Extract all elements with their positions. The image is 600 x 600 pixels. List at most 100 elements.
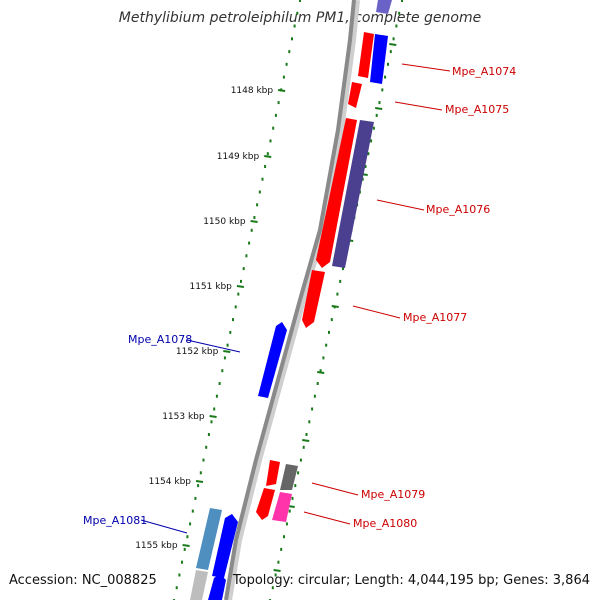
gene-label[interactable]: Mpe_A1080 <box>353 517 417 530</box>
outer-scale-tick <box>273 569 281 572</box>
ruler-dot <box>330 318 333 322</box>
scale-tick <box>236 285 245 288</box>
ruler-dot <box>280 547 283 551</box>
ruler-dot <box>226 343 229 347</box>
gene-label[interactable]: Mpe_A1076 <box>426 203 490 216</box>
gene-arrow-mpe-a1081[interactable] <box>212 514 238 578</box>
gene-label[interactable]: Mpe_A1077 <box>403 311 467 324</box>
ruler-dot <box>215 394 218 398</box>
scale-label: 1153 kbp <box>162 412 205 422</box>
scale-tick <box>277 89 286 92</box>
ruler-dot <box>328 330 330 334</box>
gene-label[interactable]: Mpe_A1078 <box>128 333 192 346</box>
scale-label: 1149 kbp <box>217 152 260 162</box>
cog-track-a1074-top <box>376 0 392 14</box>
ruler-dot <box>325 343 328 347</box>
ruler-dot <box>213 407 216 411</box>
ruler-dot <box>319 369 322 373</box>
outer-scale-tick <box>375 107 383 110</box>
gene-arrow-mpe-a1077[interactable] <box>302 270 325 328</box>
ruler-dot <box>181 560 183 564</box>
ruler-dot <box>308 420 311 424</box>
ruler-dot <box>299 0 301 2</box>
ruler-dot <box>264 165 267 168</box>
accession-text: Accession: NC_008825 <box>9 573 157 588</box>
ruler-dot <box>291 37 293 41</box>
ruler-dot <box>311 407 314 411</box>
gene-label[interactable]: Mpe_A1081 <box>83 514 147 527</box>
ruler-dot <box>370 139 373 143</box>
ruler-dot <box>271 586 274 590</box>
scale-tick <box>182 544 190 547</box>
gene-arrow-mpe-a1075[interactable] <box>348 82 362 108</box>
ruler-dot <box>375 113 378 117</box>
ruler-dot <box>296 11 299 15</box>
ruler-dot <box>245 254 248 258</box>
ruler-dot <box>387 62 389 66</box>
gene-label[interactable]: Mpe_A1075 <box>445 103 509 116</box>
ruler-dot <box>229 330 232 334</box>
ruler-dot <box>381 88 384 92</box>
ruler-dot <box>313 394 316 398</box>
backbone-line <box>224 0 356 600</box>
ruler-dot <box>183 547 186 551</box>
ruler-dot <box>178 573 181 577</box>
major-tick-marks <box>182 43 397 572</box>
ruler-dot <box>191 509 194 513</box>
ruler-dot <box>285 62 288 66</box>
gene-arrow-mpe-a1074[interactable] <box>358 32 374 78</box>
ruler-dot <box>339 279 342 283</box>
gene-label[interactable]: Mpe_A1079 <box>361 488 425 501</box>
ruler-dot <box>266 152 269 156</box>
ruler-dot <box>261 177 264 181</box>
ruler-dot <box>398 11 401 15</box>
ruler-dot <box>297 471 300 475</box>
ruler-dot <box>305 433 308 436</box>
ruler-dot <box>342 267 344 271</box>
ruler-dot <box>210 420 213 424</box>
gene-label[interactable]: Mpe_A1074 <box>452 65 516 78</box>
scale-label: 1151 kbp <box>189 282 232 292</box>
cog-track-a1080 <box>272 492 292 522</box>
cog-track-a1076 <box>332 120 374 268</box>
outer-scale-tick <box>389 43 397 46</box>
ruler-dot <box>372 126 375 130</box>
ruler-dot <box>189 522 192 526</box>
left-callouts <box>140 339 241 534</box>
ruler-dot <box>223 356 226 360</box>
cog-track-a1079 <box>280 464 298 490</box>
ruler-dot <box>285 522 288 526</box>
cog-track-a1074 <box>370 34 388 84</box>
scale-label: 1152 kbp <box>176 347 219 357</box>
outer-scale-tick <box>302 439 310 442</box>
scale-tick <box>195 480 204 483</box>
ruler-dot <box>199 471 202 475</box>
gene-arrow-mpe-a1078[interactable] <box>258 322 287 398</box>
gene-arrow-mpe-a1080[interactable] <box>256 488 275 520</box>
scale-label: 1150 kbp <box>203 217 246 227</box>
ruler-dot <box>197 484 200 488</box>
ruler-dot <box>291 496 294 500</box>
ruler-dot <box>367 152 370 156</box>
ruler-dot <box>277 101 280 105</box>
map-title: Methylibium petroleiphilum PM1, complete… <box>118 10 482 26</box>
ruler-dot <box>248 241 251 245</box>
scale-label: 1155 kbp <box>135 541 178 551</box>
gene-arrow-mpe-a1079[interactable] <box>266 460 280 486</box>
gene-arrow-mpe-a1076[interactable] <box>316 118 357 268</box>
inner-dotted-ruler <box>173 0 301 600</box>
ruler-dot <box>316 382 319 385</box>
ruler-dot <box>282 75 285 79</box>
ruler-dot <box>221 369 224 373</box>
ruler-dot <box>302 445 305 449</box>
ruler-dot <box>234 305 237 309</box>
ruler-dot <box>274 573 277 577</box>
scale-tick <box>223 350 231 353</box>
ruler-dot <box>322 356 325 360</box>
outer-dotted-ruler <box>269 0 403 600</box>
ruler-dot <box>378 101 381 105</box>
ruler-dot <box>392 37 395 41</box>
ruler-dot <box>253 216 256 219</box>
